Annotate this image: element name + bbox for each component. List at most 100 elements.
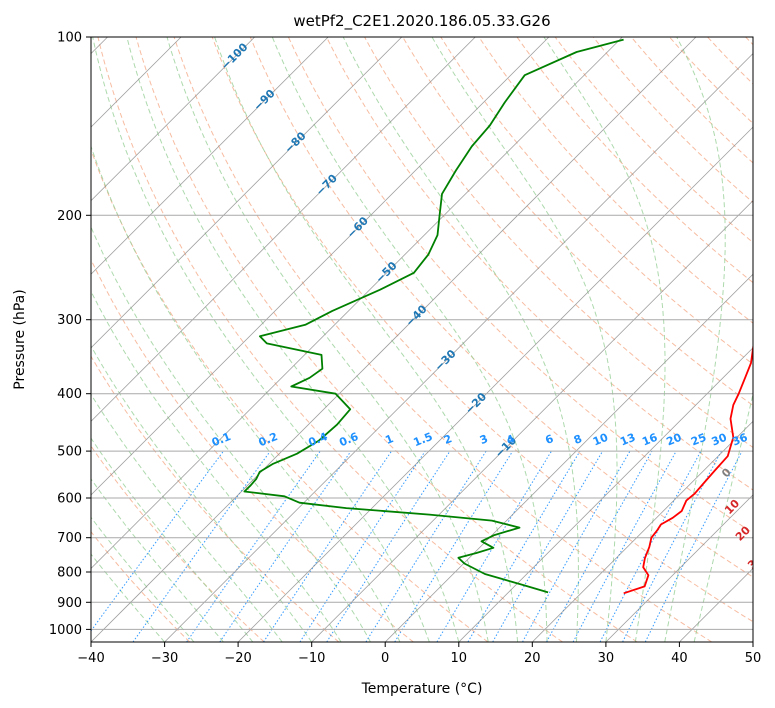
axes: −40 −30 −20 −10 0 10 20 30 40 50 100 200 300 400 500 60… — [49, 31, 761, 667]
mixing-ratio-label: 20 — [664, 431, 683, 449]
dewpoint-profile-line — [243, 38, 624, 594]
x-tick-label: 40 — [671, 651, 688, 666]
dry-adiabat-line — [135, 37, 638, 642]
mixing-ratio-label: 30 — [710, 431, 729, 449]
moist-adiabat-line — [431, 37, 618, 642]
y-tick-label: 100 — [57, 31, 82, 46]
dry-adiabat-line — [516, 37, 753, 284]
dry-adiabat-line — [97, 37, 563, 642]
isotherm-line — [91, 37, 550, 496]
isotherm-line — [91, 37, 403, 349]
moist-adiabat-line — [271, 37, 548, 642]
y-tick-label: 700 — [57, 531, 82, 546]
mixing-ratio-label: 2 — [442, 432, 454, 447]
moist-adiabat-line — [91, 478, 224, 642]
dry-adiabat-line — [91, 148, 489, 642]
plot-area: −100−90−80−70−60−50−40−30−20−10010203040… — [91, 37, 769, 642]
y-tick-label: 900 — [57, 596, 82, 611]
dry-adiabat-line — [91, 258, 414, 642]
mixing-ratio-label: 16 — [640, 431, 659, 449]
dry-adiabat-line — [173, 37, 713, 642]
mixing-ratio-line — [132, 450, 271, 642]
mixing-ratio-label: 3 — [478, 432, 490, 447]
mixing-ratio-line — [91, 450, 224, 632]
moist-adiabat-line — [693, 392, 753, 642]
mixing-ratio-label: 36 — [730, 431, 749, 449]
moist-adiabat-line — [91, 290, 342, 642]
isotherm-line — [384, 273, 753, 642]
x-tick-label: −40 — [77, 651, 104, 666]
x-tick-label: 30 — [598, 651, 615, 666]
isotherm-line — [91, 37, 697, 642]
moist-adiabat-line — [91, 437, 254, 642]
moist-adiabat-line — [342, 37, 579, 642]
plot-background — [91, 37, 753, 642]
moist-adiabat-line — [91, 144, 401, 642]
mixing-ratio-line — [522, 450, 631, 642]
y-axis-title: Pressure (hPa) — [12, 289, 28, 389]
x-axis-title: Temperature (°C) — [361, 681, 483, 697]
moist-adiabat-line — [664, 37, 726, 642]
isotherm-line — [605, 494, 753, 642]
dry-adiabat-line — [440, 37, 753, 365]
mixing-ratio-line — [436, 450, 552, 642]
x-tick-label: 0 — [381, 651, 389, 666]
moist-adiabat-line — [126, 37, 460, 642]
dry-adiabat-line — [326, 37, 753, 491]
x-tick-label: −30 — [151, 651, 178, 666]
x-tick-label: −10 — [298, 651, 325, 666]
isotherm-line — [91, 37, 329, 275]
moist-adiabat-line — [92, 37, 430, 642]
dry-adiabat-line — [592, 37, 753, 204]
y-tick-label: 200 — [57, 209, 82, 224]
moist-adiabat-label: 40 — [749, 584, 769, 604]
chart-title: wetPf2_C2E1.2020.186.05.33.G26 — [293, 12, 550, 31]
moist-adiabat-label: 30 — [745, 552, 765, 572]
moist-adiabat-line — [543, 37, 666, 642]
mixing-ratio-line — [299, 450, 426, 642]
mixing-ratio-label: 8 — [572, 432, 584, 447]
mixing-ratio-label: 25 — [689, 431, 708, 449]
x-tick-label: 10 — [451, 651, 468, 666]
y-tick-label: 500 — [57, 445, 82, 460]
plot-frame — [90, 36, 754, 643]
mixing-ratio-line — [622, 450, 722, 642]
isotherm-line — [752, 641, 753, 642]
y-tick-label: 400 — [57, 387, 82, 402]
mixing-ratio-label: 13 — [618, 431, 637, 449]
isotherm-line — [91, 37, 255, 202]
y-tick-label: 800 — [57, 566, 82, 581]
mixing-ratio-line — [644, 450, 743, 642]
temperature-profile-line — [623, 342, 753, 595]
mixing-ratio-line — [365, 450, 487, 642]
dry-adiabat-line — [402, 37, 753, 407]
y-tick-label: 600 — [57, 492, 82, 507]
moist-adiabat-line — [91, 225, 371, 642]
y-tick-label: 300 — [57, 313, 82, 328]
isotherm-line — [91, 37, 476, 422]
dry-adiabat-line — [249, 37, 753, 578]
mixing-ratio-line — [186, 450, 321, 642]
mixing-ratio-line — [546, 450, 653, 642]
isotherm-line — [91, 37, 623, 569]
mixing-ratio-label: 1 — [383, 432, 395, 447]
x-tick-label: −20 — [224, 651, 251, 666]
moist-adiabat-line — [166, 37, 489, 642]
isotherm-line — [311, 200, 753, 642]
isotherm-line — [532, 420, 753, 642]
mixing-ratio-line — [219, 450, 352, 642]
mixing-ratio-line — [572, 450, 677, 642]
mixing-ratio-line — [326, 450, 451, 642]
mixing-ratio-line — [394, 450, 514, 642]
dry-adiabat-line — [478, 37, 753, 324]
x-tick-label: 50 — [745, 651, 762, 666]
mixing-ratio-line — [599, 450, 702, 642]
isotherm-line — [164, 53, 753, 642]
y-tick-label: 1000 — [49, 623, 82, 638]
moist-adiabat-line — [214, 37, 519, 642]
isotherm-line — [458, 347, 753, 642]
dry-adiabat-line — [287, 37, 753, 534]
dry-adiabat-line — [91, 531, 191, 642]
moist-adiabat-line — [91, 393, 283, 642]
